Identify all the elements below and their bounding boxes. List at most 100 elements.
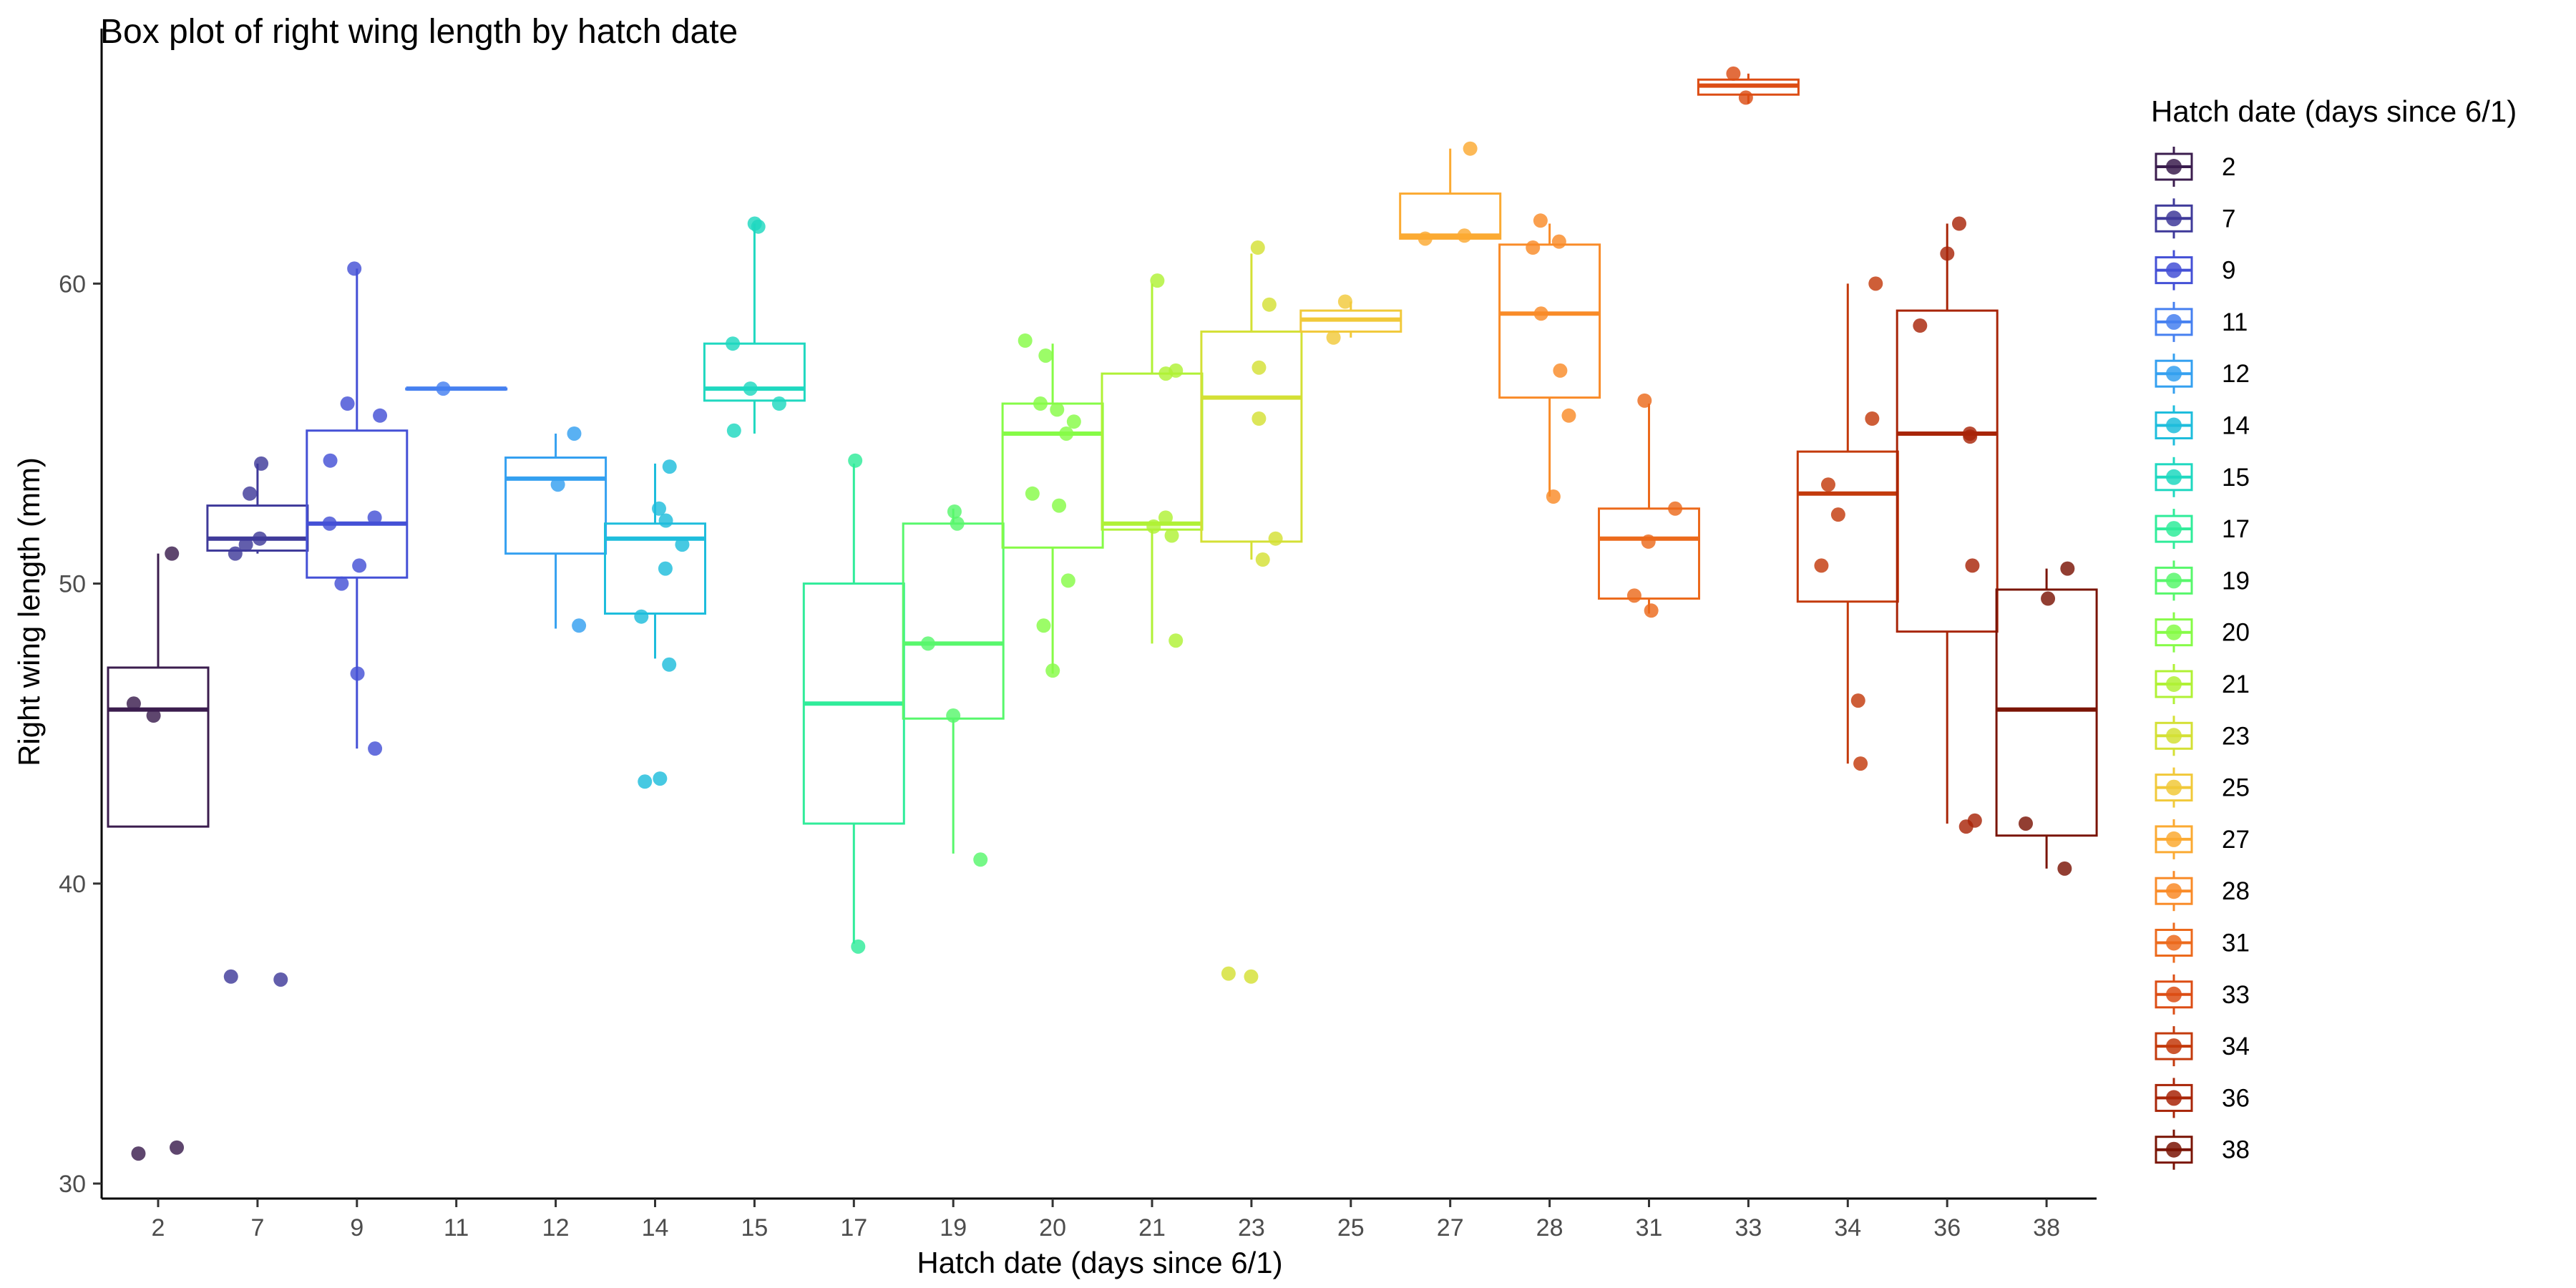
box bbox=[703, 342, 806, 402]
box bbox=[604, 522, 706, 615]
box bbox=[1796, 450, 1899, 603]
data-point bbox=[1033, 396, 1048, 411]
data-point bbox=[662, 459, 677, 474]
legend-item-11: 11 bbox=[2155, 301, 2248, 342]
x-tick-label: 14 bbox=[642, 1214, 669, 1241]
legend-key-point bbox=[2166, 262, 2182, 278]
plot-area bbox=[107, 66, 2098, 1161]
data-point bbox=[1052, 498, 1067, 513]
chart-title: Box plot of right wing length by hatch d… bbox=[100, 13, 738, 51]
box bbox=[1200, 330, 1303, 543]
legend-item-38: 38 bbox=[2155, 1129, 2250, 1170]
data-point bbox=[726, 423, 741, 438]
legend-item-33: 33 bbox=[2155, 974, 2250, 1015]
legend-label: 19 bbox=[2222, 567, 2250, 595]
data-point bbox=[1038, 348, 1053, 363]
data-point bbox=[1951, 216, 1966, 231]
data-point bbox=[1066, 414, 1081, 429]
data-point bbox=[1526, 240, 1541, 255]
x-tick-label: 11 bbox=[444, 1214, 469, 1241]
legend-item-15: 15 bbox=[2155, 457, 2250, 497]
box bbox=[902, 522, 1005, 720]
data-point bbox=[743, 381, 758, 396]
data-point bbox=[950, 516, 965, 531]
legend-item-36: 36 bbox=[2155, 1078, 2250, 1118]
data-point bbox=[368, 741, 383, 756]
data-point bbox=[1830, 507, 1845, 522]
data-point bbox=[1626, 588, 1641, 603]
data-point bbox=[638, 774, 653, 789]
data-point bbox=[920, 636, 935, 651]
legend-item-25: 25 bbox=[2155, 767, 2250, 808]
box bbox=[1001, 402, 1104, 549]
data-point bbox=[1326, 330, 1341, 345]
x-tick-label: 17 bbox=[840, 1214, 867, 1241]
data-point bbox=[1913, 318, 1928, 333]
data-point bbox=[238, 537, 253, 552]
data-point bbox=[1940, 246, 1955, 261]
y-tick-label: 40 bbox=[59, 871, 86, 898]
legend-label: 21 bbox=[2222, 670, 2250, 698]
legend-label: 9 bbox=[2222, 257, 2235, 285]
data-point bbox=[1252, 360, 1267, 375]
x-tick-label: 31 bbox=[1636, 1214, 1663, 1241]
data-point bbox=[1337, 294, 1352, 309]
data-point bbox=[946, 708, 961, 723]
legend-key-point bbox=[2166, 366, 2182, 382]
legend-item-23: 23 bbox=[2155, 716, 2250, 756]
y-tick-label: 50 bbox=[59, 571, 86, 598]
data-point bbox=[1853, 756, 1868, 771]
data-point bbox=[1637, 393, 1652, 408]
data-point bbox=[1738, 90, 1753, 105]
legend-label: 2 bbox=[2222, 153, 2235, 181]
data-point bbox=[1268, 531, 1283, 546]
legend-key-point bbox=[2166, 986, 2182, 1002]
box-group-12 bbox=[504, 426, 608, 633]
data-point bbox=[567, 426, 582, 441]
x-tick-label: 7 bbox=[250, 1214, 264, 1241]
box-group-21 bbox=[1101, 273, 1204, 648]
data-point bbox=[1045, 663, 1060, 678]
legend-key-point bbox=[2166, 728, 2182, 744]
data-point bbox=[334, 576, 349, 591]
data-point bbox=[1164, 528, 1179, 543]
legend-item-21: 21 bbox=[2155, 664, 2250, 704]
legend-label: 25 bbox=[2222, 774, 2250, 802]
data-point bbox=[1561, 408, 1576, 423]
data-point bbox=[1150, 273, 1165, 288]
legend-item-28: 28 bbox=[2155, 871, 2250, 912]
legend-key-point bbox=[2166, 1090, 2182, 1106]
y-tick-label: 30 bbox=[59, 1171, 86, 1198]
legend-label: 20 bbox=[2222, 619, 2250, 647]
data-point bbox=[1059, 426, 1074, 441]
legend-key-point bbox=[2166, 1038, 2182, 1055]
box-group-11 bbox=[405, 381, 508, 396]
data-point bbox=[751, 219, 766, 234]
legend-item-9: 9 bbox=[2155, 250, 2235, 291]
data-point bbox=[2060, 561, 2075, 576]
data-point bbox=[131, 1146, 146, 1161]
x-tick-label: 19 bbox=[940, 1214, 967, 1241]
data-point bbox=[350, 666, 365, 681]
box-group-19 bbox=[902, 504, 1005, 867]
legend-key-point bbox=[2166, 159, 2182, 175]
data-point bbox=[550, 477, 565, 492]
data-point bbox=[634, 609, 649, 624]
x-tick-label: 38 bbox=[2033, 1214, 2060, 1241]
data-point bbox=[1533, 306, 1548, 321]
data-point bbox=[2057, 861, 2072, 876]
legend-label: 17 bbox=[2222, 515, 2250, 543]
data-point bbox=[1025, 486, 1040, 501]
data-point bbox=[1963, 429, 1978, 444]
legend-label: 28 bbox=[2222, 877, 2250, 905]
data-point bbox=[1252, 411, 1267, 426]
legend-key-point bbox=[2166, 469, 2182, 485]
box-group-7 bbox=[206, 456, 309, 987]
data-point bbox=[1060, 573, 1075, 588]
data-point bbox=[1169, 633, 1184, 648]
data-point bbox=[223, 969, 238, 984]
data-point bbox=[1533, 213, 1548, 228]
